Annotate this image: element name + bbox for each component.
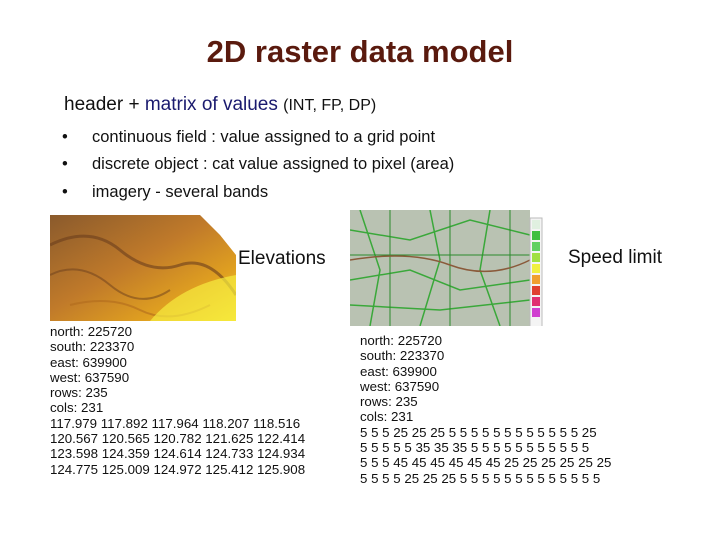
header-line: north: 225720	[50, 324, 133, 339]
header-line: 124.775 125.009 124.972 125.412 125.908	[50, 461, 306, 477]
bullet-marker: •	[62, 128, 68, 146]
header-line: 120.567 120.565 120.782 121.625 122.414	[50, 431, 306, 447]
header-line: 117.979 117.892 117.964 118.207 118.516	[50, 415, 301, 431]
bullet-text: imagery - several bands	[92, 183, 269, 201]
subtitle: header + matrix of values (INT, FP, DP)	[64, 94, 376, 116]
subtitle-emphasis: matrix of values	[144, 94, 278, 115]
header-line: west: 637590	[50, 369, 130, 385]
header-line: 5 5 5 5 5 35 35 35 5 5 5 5 5 5 5 5 5 5 5	[360, 440, 590, 456]
header-line: east: 639900	[360, 363, 437, 379]
panel-label: Elevations	[238, 248, 326, 269]
bullet-text: continuous field : value assigned to a g…	[92, 128, 436, 146]
elevation-image	[50, 215, 236, 321]
header-line: 123.598 124.359 124.614 124.733 124.934	[50, 446, 306, 462]
header-line: rows: 235	[360, 394, 418, 410]
header-line: 5 5 5 5 25 25 25 5 5 5 5 5 5 5 5 5 5 5 5…	[360, 470, 601, 486]
subtitle-lead: header +	[64, 94, 145, 115]
panel-label: Speed limit	[568, 247, 662, 268]
header-line: 5 5 5 25 25 25 5 5 5 5 5 5 5 5 5 5 5 5 2…	[360, 424, 597, 440]
bullet-text: discrete object : cat value assigned to …	[92, 155, 455, 173]
bullet: • discrete object : cat value assigned to…	[62, 155, 454, 174]
header-line: 5 5 5 45 45 45 45 45 45 25 25 25 25 25 2…	[360, 455, 612, 471]
header-line: cols: 231	[50, 400, 104, 416]
header-block: north: 225720 south: 223370 east: 639900 we…	[360, 333, 611, 486]
header-line: cols: 231	[360, 409, 414, 425]
speed-limit-image	[350, 210, 543, 326]
bullet: • continuous field : value assigned to a …	[62, 128, 435, 147]
bullet-marker: •	[62, 155, 68, 173]
header-block: north: 225720 south: 223370 east: 639900 we…	[50, 324, 305, 477]
subtitle-note: (INT, FP, DP)	[283, 97, 377, 114]
header-line: south: 223370	[360, 348, 445, 364]
bullet-marker: •	[62, 183, 68, 201]
header-line: west: 637590	[360, 378, 440, 394]
header-line: north: 225720	[360, 333, 443, 348]
header-line: south: 223370	[50, 339, 135, 355]
bullet: • imagery - several bands	[62, 183, 268, 202]
header-line: rows: 235	[50, 385, 108, 401]
header-line: east: 639900	[50, 354, 127, 370]
title: 2D raster data model	[206, 34, 514, 69]
